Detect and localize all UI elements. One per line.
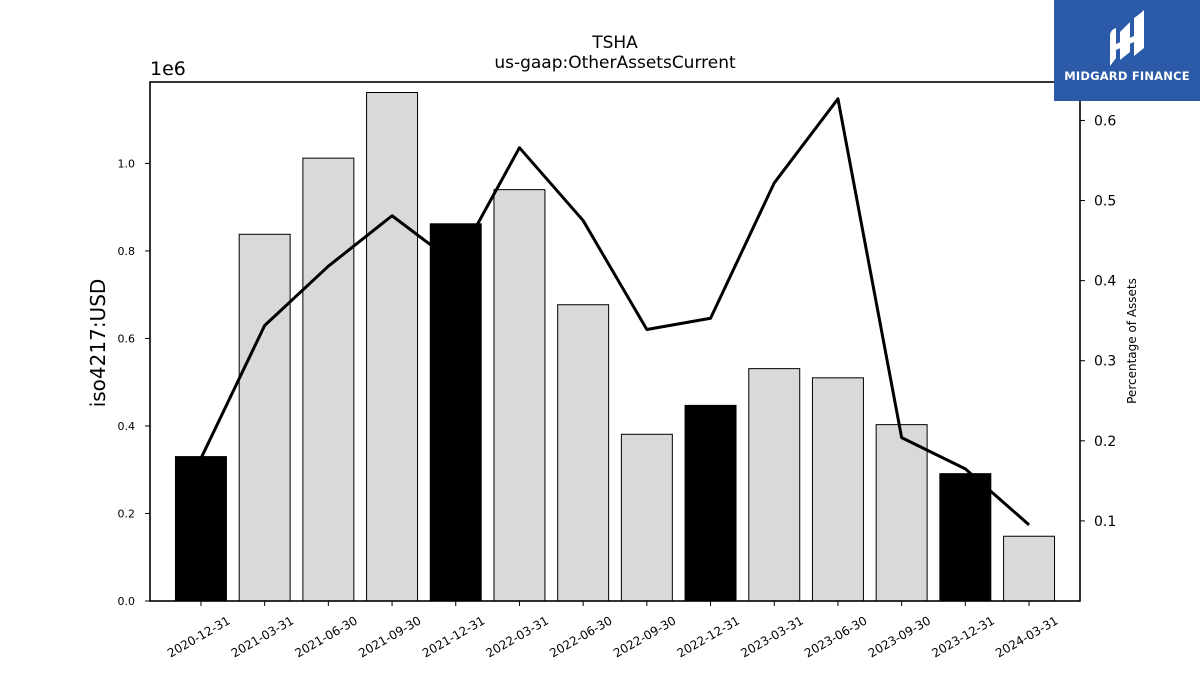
midgard-finance-logo: MIDGARD FINANCE: [1054, 0, 1200, 101]
y2-axis-label: Percentage of Assets: [1125, 278, 1139, 404]
y-tick-label: 0.2: [118, 507, 136, 520]
x-tick-label: 2023-09-30: [866, 613, 933, 660]
x-tick-label: 2021-09-30: [356, 613, 423, 660]
x-tick-label: 2021-12-31: [420, 613, 487, 660]
y2-tick-label: 0.5: [1094, 194, 1116, 210]
bar: [748, 368, 801, 602]
bar: [557, 304, 610, 602]
y2-tick-label: 0.3: [1094, 354, 1116, 370]
bar: [939, 473, 992, 602]
x-tick-label: 2023-03-31: [738, 613, 805, 660]
bar: [429, 223, 482, 602]
bar: [684, 404, 737, 602]
y-tick-label: 0.4: [118, 420, 136, 433]
bar: [302, 157, 355, 602]
midgard-logo-icon: [1110, 10, 1144, 66]
bar: [493, 189, 546, 602]
x-tick-label: 2023-12-31: [929, 613, 996, 660]
chart-title: TSHA: [591, 33, 638, 53]
percentage-line: [199, 97, 1031, 527]
y-tick-label: 0.6: [118, 332, 136, 345]
y2-tick-label: 0.4: [1094, 274, 1116, 290]
bar: [811, 377, 864, 602]
x-tick-label: 2023-06-30: [802, 613, 869, 660]
x-tick-label: 2020-12-31: [165, 613, 232, 660]
y2-tick-label: 0.1: [1094, 514, 1116, 530]
y-multiplier: 1e6: [150, 58, 186, 80]
bar: [875, 424, 928, 602]
y-tick-label: 0.8: [118, 245, 136, 258]
x-tick-label: 2022-03-31: [484, 613, 551, 660]
x-tick-label: 2021-06-30: [292, 613, 359, 660]
bar: [174, 456, 227, 602]
y-tick-label: 1.0: [118, 157, 136, 170]
bar: [1003, 535, 1056, 602]
plot-frame: [149, 81, 1081, 602]
line-group: [199, 97, 1031, 527]
chart-subtitle: us-gaap:OtherAssetsCurrent: [494, 53, 736, 73]
x-tick-label: 2024-03-31: [993, 613, 1060, 660]
logo-text: MIDGARD FINANCE: [1064, 69, 1190, 83]
y2-tick-label: 0.6: [1094, 113, 1116, 129]
x-tick-label: 2022-12-31: [675, 613, 742, 660]
bar: [620, 433, 673, 602]
x-tick-label: 2022-09-30: [611, 613, 678, 660]
x-tick-label: 2022-06-30: [547, 613, 614, 660]
bar: [238, 233, 291, 602]
y-tick-label: 0.0: [118, 595, 136, 608]
bars-group: [174, 92, 1056, 602]
bar: [366, 92, 419, 602]
y2-tick-label: 0.2: [1094, 434, 1116, 450]
y-axis-label: iso4217:USD: [86, 279, 110, 408]
x-tick-label: 2021-03-31: [229, 613, 296, 660]
